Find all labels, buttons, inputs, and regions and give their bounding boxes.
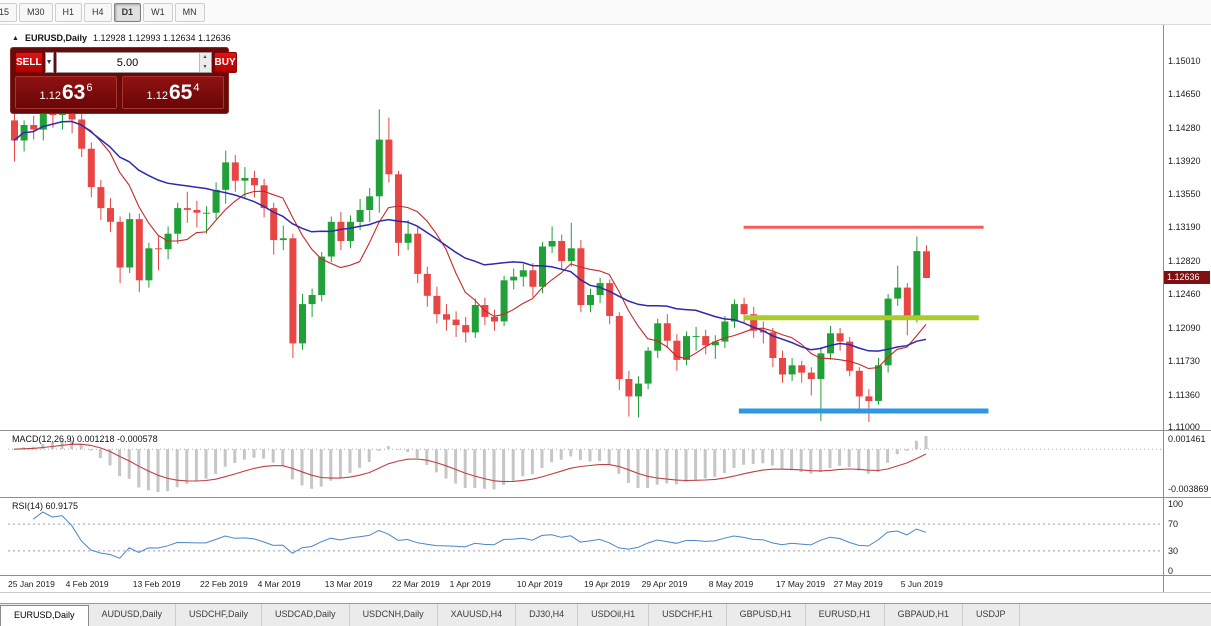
- volume-spin-down-icon[interactable]: ▼: [199, 62, 211, 72]
- timeframe-button-15[interactable]: 15: [0, 2, 18, 22]
- timeframe-button-w1[interactable]: W1: [143, 2, 173, 22]
- date-axis-label: 19 Apr 2019: [584, 579, 630, 589]
- tab-usdchf-daily[interactable]: USDCHF,Daily: [176, 604, 263, 626]
- rsi-pane-splitter[interactable]: [0, 497, 1211, 498]
- volume-dropdown-button[interactable]: ▼: [44, 52, 54, 73]
- rsi-axis-label: 100: [1168, 499, 1184, 509]
- timeframe-button-mn[interactable]: MN: [174, 2, 205, 22]
- timeframe-toolbar: 15 M30 H1 H4 D1 W1 MN: [0, 0, 1211, 25]
- tab-usdcad-daily[interactable]: USDCAD,Daily: [262, 604, 350, 626]
- date-axis-label: 5 Jun 2019: [900, 579, 943, 589]
- chart-title: ▲ EURUSD,Daily 1.12928 1.12993 1.12634 1…: [12, 33, 231, 43]
- timeframe-button-h1[interactable]: H1: [54, 2, 83, 22]
- macd-indicator-chart[interactable]: [8, 431, 1163, 497]
- date-axis-label: 27 May 2019: [833, 579, 883, 589]
- date-axis-label: 22 Feb 2019: [200, 579, 248, 589]
- date-axis-label: 10 Apr 2019: [516, 579, 563, 589]
- tab-audusd-daily[interactable]: AUDUSD,Daily: [89, 604, 177, 626]
- bid-price-point: 6: [86, 82, 93, 94]
- date-axis-label: 13 Feb 2019: [132, 579, 181, 589]
- date-axis-label: 4 Feb 2019: [65, 579, 109, 589]
- ask-price-prefix: 1.12: [146, 90, 168, 102]
- volume-field: ▲ ▼: [55, 52, 212, 73]
- date-axis-label: 22 Mar 2019: [392, 579, 440, 589]
- tab-eurusd-daily[interactable]: EURUSD,Daily: [0, 605, 89, 626]
- price-axis-label: 1.11360: [1168, 389, 1200, 400]
- price-axis-label: 1.15010: [1168, 56, 1201, 66]
- tab-dj30-h4[interactable]: DJ30,H4: [516, 604, 579, 626]
- date-axis[interactable]: 25 Jan 2019 4 Feb 2019 13 Feb 2019 22 Feb 2…: [0, 579, 1163, 593]
- volume-spin-up-icon[interactable]: ▲: [199, 53, 211, 63]
- price-axis-label: 1.12090: [1168, 322, 1201, 333]
- timeframe-button-h4[interactable]: H4: [84, 2, 112, 22]
- ask-price-pips: 65: [168, 80, 193, 104]
- tab-usdjp[interactable]: USDJP: [963, 604, 1020, 626]
- candlestick-chart[interactable]: [8, 30, 1163, 430]
- bid-price-pips: 63: [61, 80, 86, 104]
- ask-price-display[interactable]: 1.12 65 4: [122, 76, 224, 109]
- date-axis-label: 29 Apr 2019: [641, 579, 688, 589]
- rsi-axis-label: 0: [1168, 566, 1174, 576]
- date-axis-label: 13 Mar 2019: [324, 579, 373, 589]
- timeframe-button-d1[interactable]: D1: [113, 2, 142, 22]
- chart-ohlc-values: 1.12928 1.12993 1.12634 1.12636: [92, 33, 231, 43]
- volume-spinner: ▲ ▼: [198, 53, 211, 72]
- rsi-axis-label: 70: [1168, 519, 1179, 530]
- price-axis-label: 1.12460: [1168, 289, 1201, 300]
- price-axis-label: 1.12820: [1168, 256, 1201, 267]
- price-axis-label: 1.11730: [1168, 355, 1200, 366]
- price-axis[interactable]: 1.12636 1.15010 1.14650 1.14280 1.13920 1.13…: [1163, 0, 1211, 626]
- ask-price-point: 4: [193, 82, 200, 94]
- tab-usdcnh-daily[interactable]: USDCNH,Daily: [350, 604, 438, 626]
- date-axis-label: 4 Mar 2019: [257, 579, 301, 589]
- price-axis-label: 1.14650: [1168, 88, 1201, 99]
- price-axis-label: 1.13550: [1168, 189, 1201, 200]
- price-axis-label: 1.13190: [1168, 222, 1201, 233]
- tab-xauusd-h4[interactable]: XAUUSD,H4: [438, 604, 517, 626]
- current-price-badge: 1.12636: [1164, 270, 1210, 284]
- chart-tab-bar: EURUSD,Daily AUDUSD,Daily USDCHF,Daily USDC…: [0, 603, 1211, 626]
- one-click-trading-panel: SELL ▼ ▲ ▼ BUY 1.12 63 6 1.12 65 4: [10, 47, 237, 114]
- macd-axis-min-label: -0.003869: [1168, 484, 1209, 494]
- timeframe-button-m30[interactable]: M30: [19, 2, 53, 22]
- one-click-collapse-icon[interactable]: ▲: [12, 34, 19, 42]
- macd-axis-max-label: 0.001461: [1168, 434, 1206, 444]
- sell-button[interactable]: SELL: [15, 52, 43, 73]
- date-axis-label: 8 May 2019: [708, 579, 754, 589]
- date-axis-label: 25 Jan 2019: [8, 579, 55, 589]
- date-axis-splitter: [0, 575, 1211, 576]
- bid-price-prefix: 1.12: [39, 90, 61, 102]
- rsi-indicator-chart[interactable]: [8, 498, 1163, 575]
- tab-gbpaud-h1[interactable]: GBPAUD,H1: [885, 604, 964, 626]
- rsi-indicator-label: RSI(14) 60.9175: [12, 501, 79, 511]
- date-axis-label: 1 Apr 2019: [449, 579, 491, 589]
- price-axis-label: 1.14280: [1168, 122, 1201, 133]
- price-axis-label: 1.13920: [1168, 155, 1201, 166]
- macd-indicator-label: MACD(12,26,9) 0.001218 -0.000578: [12, 434, 158, 444]
- macd-pane-splitter[interactable]: [0, 430, 1211, 431]
- tab-usdchf-h1[interactable]: USDCHF,H1: [649, 604, 727, 626]
- volume-input[interactable]: [56, 53, 199, 72]
- tab-usdoil-h1[interactable]: USDOil,H1: [578, 604, 650, 626]
- price-axis-label: 1.11000: [1168, 422, 1200, 433]
- buy-button[interactable]: BUY: [213, 52, 237, 73]
- date-axis-label: 17 May 2019: [776, 579, 826, 589]
- price-axis-divider: [1163, 25, 1164, 592]
- bottom-divider: [0, 592, 1211, 593]
- bid-price-display[interactable]: 1.12 63 6: [15, 76, 117, 109]
- chart-symbol-label: EURUSD,Daily: [24, 33, 87, 43]
- rsi-axis-label: 30: [1168, 545, 1179, 556]
- tab-gbpusd-h1[interactable]: GBPUSD,H1: [727, 604, 806, 626]
- tab-eurusd-h1[interactable]: EURUSD,H1: [806, 604, 885, 626]
